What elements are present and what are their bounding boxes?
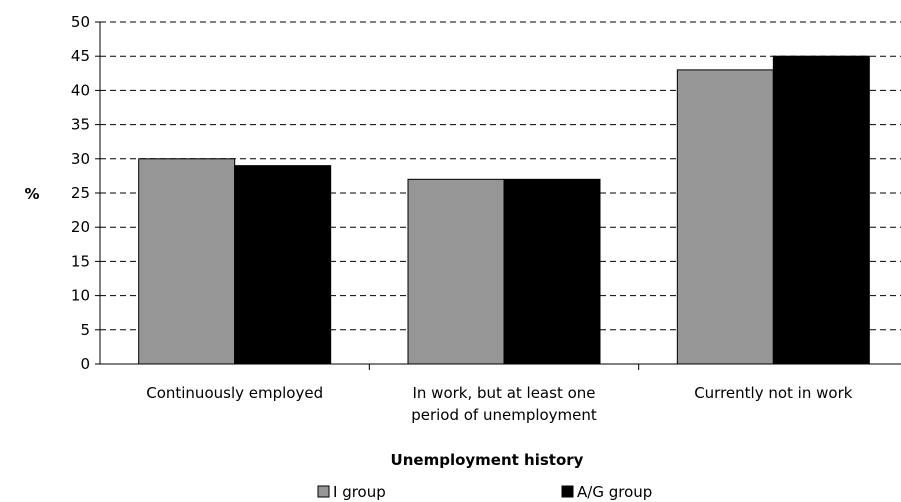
category-label: Continuously employed bbox=[146, 384, 323, 402]
y-tick-label: 25 bbox=[71, 184, 90, 202]
legend-label: I group bbox=[333, 483, 386, 501]
y-tick-label: 40 bbox=[71, 81, 90, 99]
bar-i-group bbox=[407, 178, 505, 365]
y-tick-label: 5 bbox=[80, 321, 90, 339]
y-tick-label: 50 bbox=[71, 13, 90, 31]
category-label: In work, but at least one bbox=[412, 384, 595, 402]
category-labels: Continuously employed In work, but at lea… bbox=[146, 384, 853, 424]
y-tick-label: 20 bbox=[71, 218, 90, 236]
bar-i-group bbox=[676, 69, 774, 365]
y-tick-label: 10 bbox=[71, 287, 90, 305]
category-label: Currently not in work bbox=[694, 384, 853, 402]
legend-swatch bbox=[561, 485, 574, 498]
bar-ag-group bbox=[772, 55, 870, 365]
axes bbox=[95, 21, 901, 370]
y-tick-label: 45 bbox=[71, 47, 90, 65]
y-tick-label: 30 bbox=[71, 150, 90, 168]
x-axis-label: Unemployment history bbox=[391, 451, 584, 469]
y-tick-label: 0 bbox=[80, 355, 90, 373]
bar-ag-group bbox=[234, 165, 332, 365]
bar-ag-group bbox=[503, 178, 601, 365]
legend-swatch bbox=[317, 485, 330, 498]
legend: I group A/G group bbox=[317, 483, 652, 501]
y-tick-label: 15 bbox=[71, 252, 90, 270]
y-tick-label: 35 bbox=[71, 116, 90, 134]
category-label: period of unemployment bbox=[411, 406, 597, 424]
bars bbox=[138, 55, 870, 365]
legend-label: A/G group bbox=[577, 483, 652, 501]
y-axis-label: % bbox=[24, 185, 39, 203]
y-tick-labels: 0 5 10 15 20 25 30 35 40 45 50 bbox=[71, 13, 90, 373]
bar-i-group bbox=[138, 158, 236, 365]
